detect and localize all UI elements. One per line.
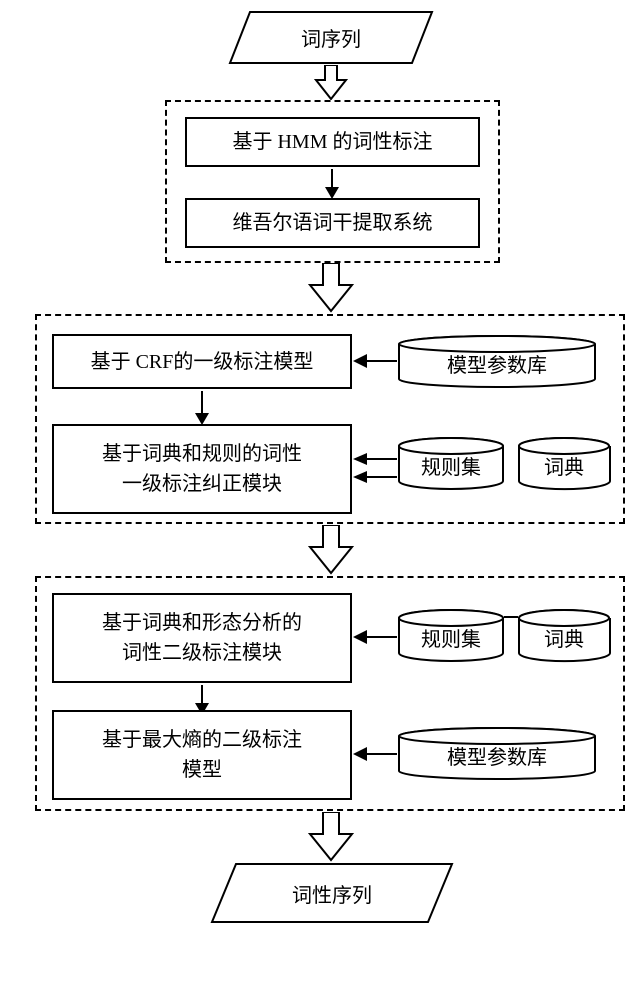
arrow-g1-g2 [308, 263, 354, 313]
arrow-g2-inner [192, 391, 212, 426]
g3-box1-label: 基于词典和形态分析的 词性二级标注模块 [102, 608, 302, 668]
g3-box2-label-a: 基于最大熵的二级标注 [102, 729, 302, 751]
arrow-g1-inner [322, 169, 342, 199]
output-label: 词性序列 [292, 879, 372, 908]
g2-box1: 基于 CRF的一级标注模型 [52, 334, 352, 389]
g1-box1: 基于 HMM 的词性标注 [185, 117, 480, 167]
g3-box1: 基于词典和形态分析的 词性二级标注模块 [52, 593, 352, 683]
g3-box2: 基于最大熵的二级标注 模型 [52, 710, 352, 800]
g3-box2-label-b: 模型 [182, 759, 222, 781]
g3-box1-label-a: 基于词典和形态分析的 [102, 612, 302, 634]
g1-box2-label: 维吾尔语词干提取系统 [233, 208, 433, 238]
g1-box2: 维吾尔语词干提取系统 [185, 198, 480, 248]
g3-box2-label: 基于最大熵的二级标注 模型 [102, 725, 302, 785]
g2-cyl-dict: 词典 [517, 436, 612, 491]
g2-box1-label: 基于 CRF的一级标注模型 [91, 347, 314, 377]
input-node: 词序列 [228, 10, 434, 65]
g3-cyl-dict: 词典 [517, 608, 612, 663]
group-1: 基于 HMM 的词性标注 维吾尔语词干提取系统 [165, 100, 500, 263]
group-3: 基于词典和形态分析的 词性二级标注模块 规则集 词典 [35, 576, 625, 811]
arrow-g3-rules [353, 628, 397, 646]
g2-cyl-params: 模型参数库 [397, 334, 597, 389]
g3-cyl-params-label: 模型参数库 [447, 746, 547, 769]
arrow-g2-params [353, 352, 397, 370]
arrow-g3-output [308, 812, 354, 862]
g2-box2: 基于词典和规则的词性 一级标注纠正模块 [52, 424, 352, 514]
g3-cyl-rules: 规则集 [397, 608, 505, 663]
arrow-g2-rules [353, 452, 397, 466]
connector-g3-rules-dict [504, 614, 518, 620]
arrow-input-g1 [314, 65, 348, 100]
arrow-g3-params [353, 745, 397, 763]
g2-box2-label: 基于词典和规则的词性 一级标注纠正模块 [102, 439, 302, 499]
g1-box1-label: 基于 HMM 的词性标注 [232, 127, 432, 157]
arrow-g2-g3 [308, 525, 354, 575]
g3-cyl-dict-label: 词典 [544, 628, 584, 651]
g2-cyl-params-label: 模型参数库 [447, 354, 547, 377]
g2-box2-label-b: 一级标注纠正模块 [122, 473, 282, 495]
group-2: 基于 CRF的一级标注模型 模型参数库 基于词典和规则的词性 一级标注纠正模块 [35, 314, 625, 524]
g2-box2-label-a: 基于词典和规则的词性 [102, 443, 302, 465]
g2-cyl-dict-label: 词典 [544, 456, 584, 479]
output-node: 词性序列 [210, 862, 454, 924]
g3-box1-label-b: 词性二级标注模块 [122, 642, 282, 664]
arrow-g2-dict [353, 470, 517, 504]
input-label: 词序列 [301, 23, 361, 52]
g3-cyl-rules-label: 规则集 [421, 628, 481, 651]
g3-cyl-params: 模型参数库 [397, 726, 597, 781]
